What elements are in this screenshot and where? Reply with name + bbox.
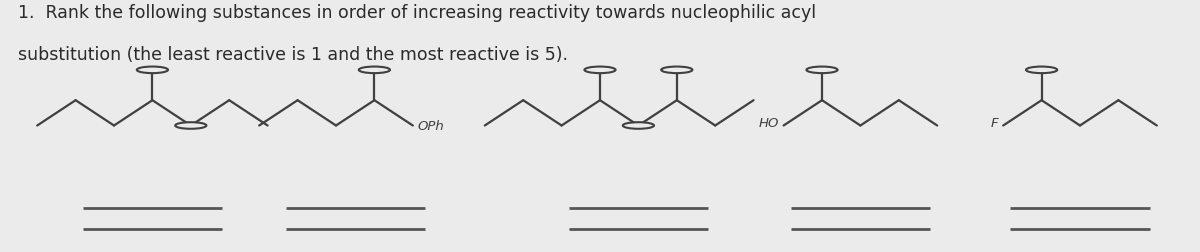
Circle shape: [623, 123, 654, 129]
Circle shape: [175, 123, 206, 129]
Circle shape: [359, 67, 390, 74]
Circle shape: [584, 67, 616, 74]
Text: substitution (the least reactive is 1 and the most reactive is 5).: substitution (the least reactive is 1 an…: [18, 45, 568, 63]
Circle shape: [1026, 67, 1057, 74]
Text: F: F: [991, 117, 998, 130]
Circle shape: [137, 67, 168, 74]
Circle shape: [806, 67, 838, 74]
Text: HO: HO: [758, 117, 779, 130]
Text: OPh: OPh: [418, 119, 444, 133]
Circle shape: [661, 67, 692, 74]
Text: 1.  Rank the following substances in order of increasing reactivity towards nucl: 1. Rank the following substances in orde…: [18, 4, 816, 22]
